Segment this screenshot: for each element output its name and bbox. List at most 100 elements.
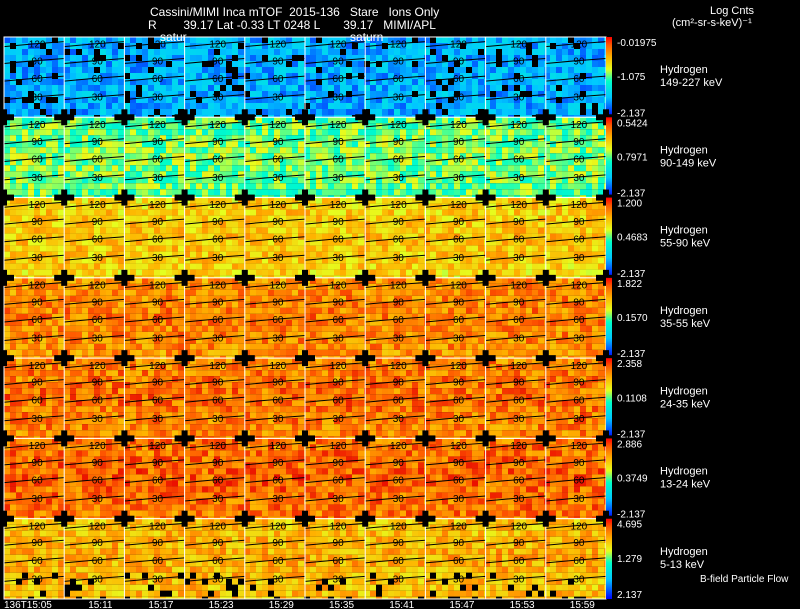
heatmap-cell: [436, 109, 442, 115]
heatmap-cell: [112, 141, 118, 148]
heatmap-cell: [106, 135, 112, 142]
heatmap-cell: [76, 275, 82, 278]
heatmap-cell: [148, 61, 154, 67]
pitch-angle-tick-label: 60: [92, 235, 104, 246]
heatmap-cell: [496, 85, 502, 91]
heatmap-cell: [250, 251, 256, 258]
heatmap-cell: [292, 295, 298, 302]
heatmap-cell: [226, 171, 232, 178]
heatmap-cell: [430, 159, 436, 166]
heatmap-cell: [592, 73, 598, 79]
heatmap-cell: [352, 91, 358, 97]
heatmap-cell: [472, 165, 478, 172]
heatmap-cell: [484, 257, 490, 264]
heatmap-cell: [28, 197, 34, 204]
heatmap-cell: [538, 37, 544, 43]
heatmap-cell: [340, 251, 346, 258]
heatmap-cell: [532, 301, 538, 308]
heatmap-cell: [508, 189, 514, 196]
heatmap-cell: [88, 85, 94, 91]
heatmap-cell: [424, 177, 430, 184]
heatmap-cell: [160, 189, 166, 196]
heatmap-cell: [202, 263, 208, 270]
heatmap-cell: [154, 103, 160, 109]
heatmap-cell: [190, 301, 196, 308]
heatmap-cell: [454, 227, 460, 234]
heatmap-cell: [100, 177, 106, 184]
heatmap-cell: [526, 159, 532, 166]
heatmap-cell: [400, 263, 406, 270]
heatmap-cell: [496, 195, 502, 198]
heatmap-cell: [70, 159, 76, 166]
heatmap-cell: [364, 171, 370, 178]
heatmap-cell: [148, 165, 154, 172]
heatmap-cell: [586, 269, 592, 276]
heatmap-cell: [574, 289, 580, 296]
heatmap-cell: [208, 275, 214, 278]
heatmap-cell: [100, 227, 106, 234]
heatmap-cell: [448, 147, 454, 154]
heatmap-cell: [256, 245, 262, 252]
heatmap-cell: [298, 97, 304, 103]
heatmap-cell: [562, 183, 568, 190]
heatmap-cell: [586, 195, 592, 198]
heatmap-cell: [316, 85, 322, 91]
heatmap-cell: [76, 263, 82, 270]
heatmap-cell: [592, 203, 598, 210]
heatmap-cell: [322, 195, 328, 198]
heatmap-cell: [16, 269, 22, 276]
heatmap-cell: [154, 117, 160, 124]
heatmap-cell: [436, 239, 442, 246]
heatmap-cell: [388, 209, 394, 216]
pitch-angle-tick-label: 120: [390, 40, 407, 51]
heatmap-cell: [298, 91, 304, 97]
heatmap-cell: [40, 239, 46, 246]
heatmap-cell: [364, 49, 370, 55]
heatmap-cell: [562, 283, 568, 290]
heatmap-cell: [496, 97, 502, 103]
heatmap-cell: [502, 97, 508, 103]
heatmap-cell: [424, 141, 430, 148]
heatmap-cell: [286, 277, 292, 284]
heatmap-cell: [532, 209, 538, 216]
heatmap-cell: [100, 37, 106, 43]
heatmap-cell: [88, 153, 94, 160]
pitch-angle-tick-label: 60: [152, 74, 164, 85]
heatmap-cell: [82, 153, 88, 160]
heatmap-cell: [232, 245, 238, 252]
heatmap-cell: [562, 269, 568, 276]
heatmap-cell: [412, 165, 418, 172]
heatmap-cell: [100, 239, 106, 246]
heatmap-cell: [250, 215, 256, 222]
heatmap-cell: [352, 147, 358, 154]
heatmap-cell: [280, 215, 286, 222]
heatmap-cell: [304, 209, 310, 216]
heatmap-cell: [418, 49, 424, 55]
heatmap-cell: [238, 245, 244, 252]
pitch-angle-contour: [3, 236, 607, 243]
heatmap-cell: [10, 245, 16, 252]
heatmap-cell: [568, 73, 574, 79]
panel-marker: [482, 109, 489, 126]
heatmap-cell: [346, 277, 352, 284]
heatmap-cell: [16, 171, 22, 178]
heatmap-cell: [346, 195, 352, 198]
heatmap-cell: [418, 147, 424, 154]
heatmap-cell: [202, 227, 208, 234]
heatmap-cell: [376, 109, 382, 115]
heatmap-cell: [256, 115, 262, 118]
heatmap-cell: [70, 269, 76, 276]
heatmap-cell: [598, 209, 604, 216]
heatmap-cell: [436, 103, 442, 109]
heatmap-cell: [232, 233, 238, 240]
heatmap-cell: [178, 251, 184, 258]
heatmap-cell: [310, 215, 316, 222]
heatmap-cell: [466, 147, 472, 154]
heatmap-cell: [256, 215, 262, 222]
heatmap-cell: [586, 123, 592, 130]
heatmap-cell: [214, 251, 220, 258]
heatmap-cell: [388, 177, 394, 184]
heatmap-cell: [436, 115, 442, 118]
heatmap-cell: [562, 123, 568, 130]
heatmap-cell: [52, 37, 58, 43]
